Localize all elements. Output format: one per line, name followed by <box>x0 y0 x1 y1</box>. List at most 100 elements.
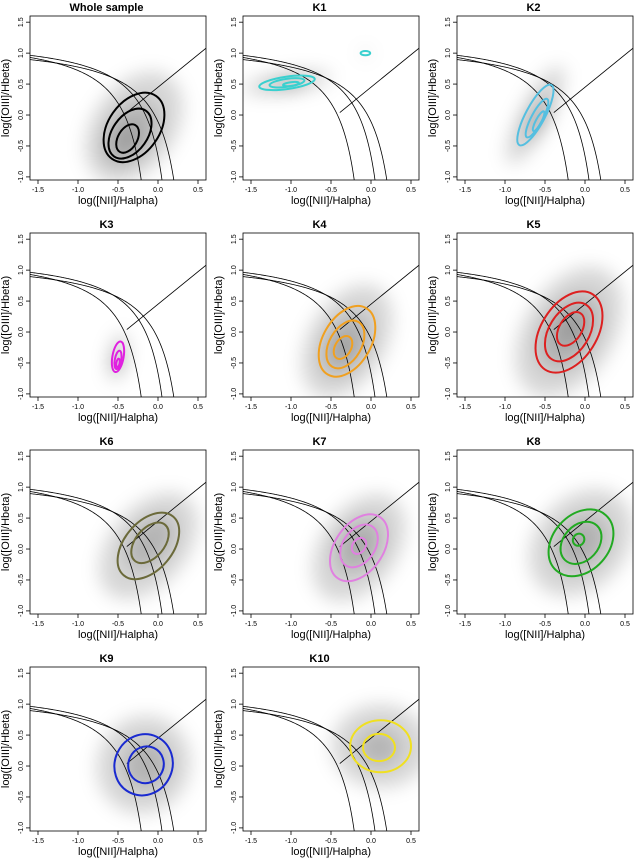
x-tick-label: 0.0 <box>580 187 590 194</box>
kauffmann-line <box>243 491 355 614</box>
contour-line <box>559 520 603 565</box>
x-tick-label: -1.0 <box>72 621 84 628</box>
y-tick-label: 0.5 <box>445 79 452 89</box>
chart-title: K4 <box>312 219 327 231</box>
kauffmann-line <box>30 708 142 831</box>
y-tick-label: 1.5 <box>231 451 238 461</box>
contour-line <box>115 123 140 154</box>
x-tick-label: -0.5 <box>325 838 337 845</box>
stasinska-line <box>457 54 590 180</box>
x-axis-label: log([NII]/Halpha) <box>291 412 371 424</box>
contour-line <box>110 340 126 374</box>
y-axis-label: log([OIII]/Hbeta) <box>0 59 12 137</box>
chart-panel: K1 -1.5 -1.0 -0.5 0.0 0.5 -1.0 -0.5 0.0 0.5 1.0 1.5… <box>213 0 426 216</box>
y-axis-label: log([OIII]/Hbeta) <box>0 710 12 788</box>
seyfert-liner-line <box>339 481 419 547</box>
density-background <box>99 492 198 600</box>
x-tick-label: -1.0 <box>285 621 297 628</box>
chart-title: K10 <box>309 653 330 665</box>
y-tick-label: 1.0 <box>18 699 25 709</box>
contour-line <box>547 508 615 578</box>
contour-line <box>531 110 546 133</box>
contour-line <box>115 357 121 369</box>
contour-line <box>534 290 604 374</box>
x-tick-label: -1.5 <box>459 621 471 628</box>
x-tick-label: -1.0 <box>285 187 297 194</box>
y-tick-label: 0.0 <box>231 544 238 554</box>
kauffmann-line <box>457 491 569 614</box>
y-axis-label: log([OIII]/Hbeta) <box>213 59 225 137</box>
y-tick-label: 1.5 <box>18 668 25 678</box>
kewley-line <box>30 710 175 831</box>
x-tick-label: 0.5 <box>193 404 203 411</box>
y-tick-label: 1.0 <box>231 265 238 275</box>
x-tick-label: -1.0 <box>499 404 511 411</box>
chart-title: Whole sample <box>69 2 144 14</box>
contour-line <box>571 532 586 547</box>
chart-panel: K3 -1.5 -1.0 -0.5 0.0 0.5 -1.0 -0.5 0.0 0.5 1.0 1.5… <box>0 217 213 433</box>
plot-area <box>243 698 419 831</box>
x-tick-label: 0.5 <box>620 187 630 194</box>
contour-line <box>317 304 377 378</box>
chart-title: K9 <box>99 653 114 665</box>
bpt-plot: -1.5 -1.0 -0.5 0.0 0.5 -1.0 -0.5 0.0 0.5 1.0 1.5 lo… <box>213 232 420 424</box>
kauffmann-line <box>30 57 142 180</box>
x-tick-label: 0.5 <box>620 404 630 411</box>
density-blob <box>532 111 545 132</box>
plot-area <box>30 47 206 180</box>
y-tick-label: 1.5 <box>445 451 452 461</box>
y-tick-label: -0.5 <box>231 140 238 152</box>
y-tick-label: -1.0 <box>18 822 25 834</box>
y-tick-label: -1.0 <box>231 388 238 400</box>
x-axis-label: log([NII]/Halpha) <box>78 629 158 641</box>
seyfert-liner-line <box>553 47 633 113</box>
contour-line <box>258 74 316 92</box>
kewley-line <box>30 59 175 180</box>
x-tick-label: -1.5 <box>245 187 257 194</box>
y-tick-label: 1.0 <box>445 48 452 58</box>
y-tick-label: 0.5 <box>231 296 238 306</box>
y-tick-label: -0.5 <box>18 140 25 152</box>
y-tick-label: 0.5 <box>18 730 25 740</box>
chart-title: K7 <box>312 436 327 448</box>
y-tick-label: 0.5 <box>231 79 238 89</box>
x-tick-label: -1.5 <box>245 621 257 628</box>
y-tick-label: 1.5 <box>231 234 238 244</box>
x-tick-label: -1.0 <box>72 187 84 194</box>
y-tick-label: 0.5 <box>18 79 25 89</box>
x-tick-label: 0.0 <box>580 621 590 628</box>
kauffmann-line <box>30 491 142 614</box>
chart-panel: K4 -1.5 -1.0 -0.5 0.0 0.5 -1.0 -0.5 0.0 0.5 1.0 1.5… <box>213 217 426 433</box>
bpt-plot: -1.5 -1.0 -0.5 0.0 0.5 -1.0 -0.5 0.0 0.5 1.0 1.5 lo… <box>213 449 420 641</box>
x-tick-label: -1.0 <box>285 404 297 411</box>
x-tick-label: 0.0 <box>153 621 163 628</box>
y-axis-label: log([OIII]/Hbeta) <box>427 493 439 571</box>
x-tick-label: -1.5 <box>245 838 257 845</box>
density-blob <box>358 729 400 766</box>
contour-line <box>107 107 153 160</box>
x-tick-label: -0.5 <box>325 621 337 628</box>
y-tick-label: 1.0 <box>18 265 25 275</box>
density-blob <box>122 740 170 789</box>
bpt-plot: -1.5 -1.0 -0.5 0.0 0.5 -1.0 -0.5 0.0 0.5 1.0 1.5 lo… <box>0 666 207 858</box>
x-axis-label: log([NII]/Halpha) <box>78 412 158 424</box>
density-background <box>243 49 370 95</box>
plot-area <box>30 481 206 614</box>
x-tick-label: -1.0 <box>499 621 511 628</box>
plot-area <box>243 47 419 180</box>
stasinska-line <box>30 488 163 614</box>
y-tick-label: -0.5 <box>231 357 238 369</box>
bpt-plot: -1.5 -1.0 -0.5 0.0 0.5 -1.0 -0.5 0.0 0.5 1.0 1.5 lo… <box>0 449 207 641</box>
y-tick-label: -1.0 <box>445 605 452 617</box>
plot-area <box>457 264 633 397</box>
kewley-line <box>243 59 388 180</box>
y-tick-label: 0.0 <box>18 110 25 120</box>
kewley-line <box>457 276 602 397</box>
bpt-plot: -1.5 -1.0 -0.5 0.0 0.5 -1.0 -0.5 0.0 0.5 1.0 1.5 lo… <box>427 232 634 424</box>
chart-panel: K2 -1.5 -1.0 -0.5 0.0 0.5 -1.0 -0.5 0.0 0.5 1.0 1.5… <box>427 0 640 216</box>
y-tick-label: 0.5 <box>18 513 25 523</box>
x-tick-label: 0.5 <box>193 621 203 628</box>
y-tick-label: 0.5 <box>231 513 238 523</box>
x-tick-label: 0.0 <box>366 187 376 194</box>
